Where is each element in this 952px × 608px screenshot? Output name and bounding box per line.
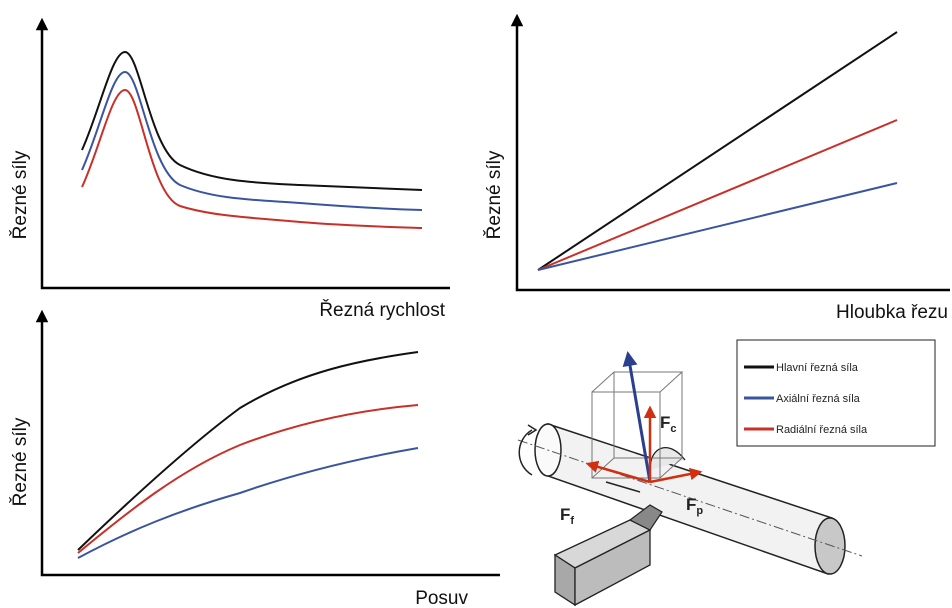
curve-main <box>81 50 423 191</box>
turning-illustration: Fc Fp Ff <box>517 351 863 607</box>
chart-feed: Řezné síly Posuv <box>9 309 500 608</box>
force-subscript: p <box>696 505 703 517</box>
curve-radial <box>537 119 898 271</box>
curve-radial <box>77 404 419 554</box>
x-label: Hloubka řezu <box>836 302 948 323</box>
axes <box>510 13 950 292</box>
x-label: Posuv <box>415 588 468 608</box>
axes <box>35 309 500 577</box>
curve-radial <box>81 88 423 229</box>
curve-axial <box>537 182 898 271</box>
force-subscript: c <box>670 423 676 435</box>
legend-label: Axiální řezná síla <box>776 393 861 405</box>
force-symbol: F <box>560 505 570 524</box>
curve-main <box>77 351 419 551</box>
force-subscript: f <box>570 515 574 527</box>
x-label: Řezná rychlost <box>319 299 445 321</box>
axes <box>35 17 450 290</box>
legend-label: Radiální řezná síla <box>776 424 868 436</box>
chart-depth: Řezné síly Hloubka řezu <box>483 13 950 323</box>
y-label: Řezné síly <box>9 417 31 506</box>
legend: Hlavní řezná síla Axiální řezná síla Rad… <box>736 339 936 447</box>
curve-axial <box>77 447 419 559</box>
force-label: Fc <box>660 413 677 435</box>
force-symbol: F <box>686 495 696 514</box>
y-label: Řezné síly <box>9 150 31 239</box>
curve-axial <box>81 70 423 211</box>
y-label: Řezné síly <box>483 150 505 239</box>
curve-main <box>537 31 898 271</box>
force-label: Ff <box>560 505 574 527</box>
force-label: Fp <box>686 495 703 517</box>
chart-speed: Řezné síly Řezná rychlost <box>9 17 450 321</box>
force-symbol: F <box>660 413 670 432</box>
legend-label: Hlavní řezná síla <box>776 362 859 374</box>
